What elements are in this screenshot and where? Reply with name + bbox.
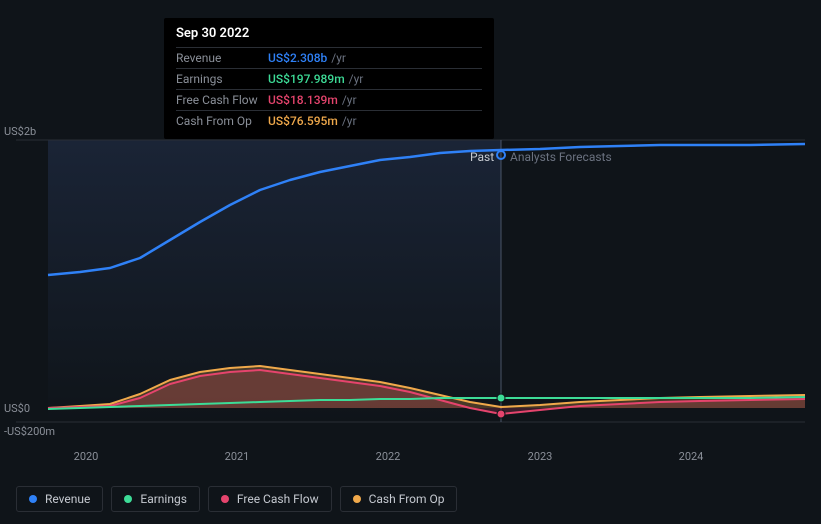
legend-item-earnings[interactable]: Earnings: [111, 486, 200, 512]
legend-label: Revenue: [45, 492, 90, 506]
chart-tooltip: Sep 30 2022 RevenueUS$2.308b/yrEarningsU…: [164, 18, 494, 139]
legend-label: Earnings: [140, 492, 187, 506]
legend-label: Free Cash Flow: [237, 492, 319, 506]
legend-label: Cash From Op: [369, 492, 445, 506]
chart-legend: Revenue Earnings Free Cash Flow Cash From O…: [16, 486, 457, 512]
x-axis-labels: 2020 2021 2022 2023 2024: [16, 450, 805, 470]
past-label: Past: [470, 150, 494, 164]
tooltip-metric-label: Earnings: [176, 72, 268, 86]
tooltip-metric-value: US$2.308b: [268, 51, 327, 65]
legend-item-free-cash-flow[interactable]: Free Cash Flow: [208, 486, 332, 512]
x-axis-label: 2020: [74, 450, 99, 463]
x-axis-label: 2023: [528, 450, 553, 463]
tooltip-row: EarningsUS$197.989m/yr: [176, 68, 482, 89]
tooltip-metric-suffix: /yr: [342, 93, 357, 107]
legend-dot-icon: [353, 495, 361, 503]
legend-dot-icon: [124, 495, 132, 503]
tooltip-metric-value: US$197.989m: [268, 72, 345, 86]
legend-dot-icon: [29, 495, 37, 503]
tooltip-row: Cash From OpUS$76.595m/yr: [176, 110, 482, 131]
tooltip-row: Free Cash FlowUS$18.139m/yr: [176, 89, 482, 110]
x-axis-label: 2024: [679, 450, 704, 463]
tooltip-metric-suffix: /yr: [342, 114, 357, 128]
tooltip-metric-value: US$18.139m: [268, 93, 338, 107]
tooltip-date: Sep 30 2022: [176, 26, 482, 47]
legend-item-revenue[interactable]: Revenue: [16, 486, 103, 512]
tooltip-metric-suffix: /yr: [331, 51, 346, 65]
y-axis-label: US$0: [4, 402, 30, 415]
legend-dot-icon: [221, 495, 229, 503]
x-axis-label: 2021: [225, 450, 250, 463]
forecast-label: Analysts Forecasts: [510, 150, 612, 164]
tooltip-metric-suffix: /yr: [349, 72, 364, 86]
y-axis-label: US$2b: [4, 125, 36, 138]
tooltip-metric-label: Revenue: [176, 51, 268, 65]
tooltip-row: RevenueUS$2.308b/yr: [176, 47, 482, 68]
x-axis-label: 2022: [376, 450, 401, 463]
tooltip-metric-label: Free Cash Flow: [176, 93, 268, 107]
tooltip-metric-value: US$76.595m: [268, 114, 338, 128]
legend-item-cash-from-op[interactable]: Cash From Op: [340, 486, 458, 512]
y-axis-label: -US$200m: [4, 425, 55, 438]
tooltip-metric-label: Cash From Op: [176, 114, 268, 128]
